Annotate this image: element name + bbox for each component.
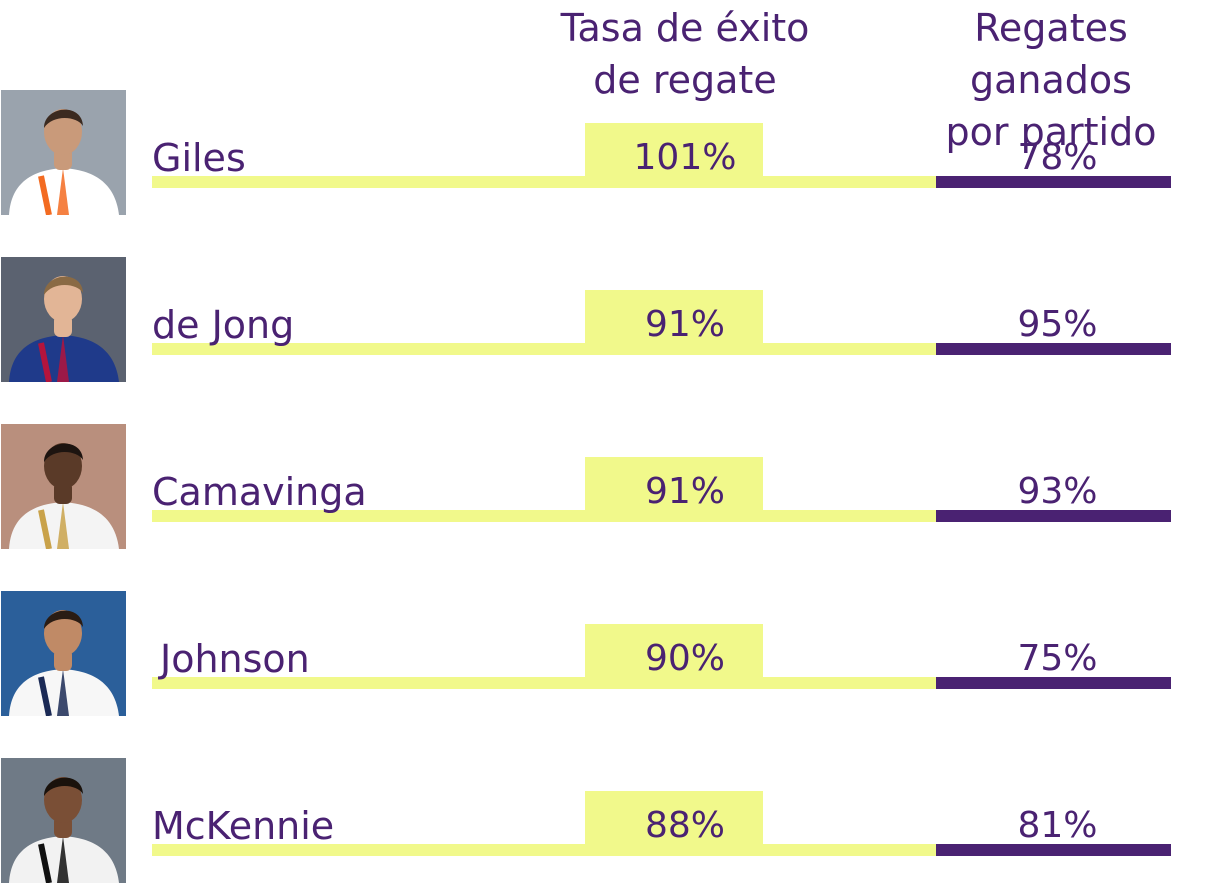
player-name: Giles xyxy=(152,136,246,180)
won-underline-purple xyxy=(936,510,1171,522)
player-name: de Jong xyxy=(152,303,295,347)
table-row: de Jong 91% 95% xyxy=(0,257,1207,383)
dribble-success-rate-value: 91% xyxy=(644,471,725,512)
dribble-success-rate-value: 90% xyxy=(644,638,725,679)
player-photo-mckennie xyxy=(1,758,126,883)
header-dribble-success-rate: Tasa de éxito de regate xyxy=(560,6,810,102)
dribbles-won-value: 81% xyxy=(1017,805,1098,846)
rate-highlight-box xyxy=(585,290,763,355)
row-divider-yellow xyxy=(152,176,936,188)
rate-highlight-box xyxy=(585,123,763,188)
dribbles-won-value: 78% xyxy=(1017,137,1098,178)
player-photo-de-jong xyxy=(1,257,126,382)
table-row: Johnson 90% 75% xyxy=(0,591,1207,717)
table-row: McKennie 88% 81% xyxy=(0,758,1207,884)
won-underline-purple xyxy=(936,343,1171,355)
player-photo-camavinga xyxy=(1,424,126,549)
rate-highlight-box xyxy=(585,457,763,522)
player-name: Camavinga xyxy=(152,470,367,514)
dribbles-won-value: 75% xyxy=(1017,638,1098,679)
dribble-success-rate-value: 101% xyxy=(633,137,737,178)
rate-highlight-box xyxy=(585,791,763,856)
dribble-success-rate-value: 88% xyxy=(644,805,725,846)
header-dribbles-won-per-match: Regates ganados por partido xyxy=(945,6,1157,154)
player-name: McKennie xyxy=(152,804,335,848)
won-underline-purple xyxy=(936,844,1171,856)
table-row: Camavinga 91% 93% xyxy=(0,424,1207,550)
table-row: Giles 101% 78% xyxy=(0,90,1207,216)
dribble-success-rate-value: 91% xyxy=(644,304,725,345)
player-photo-johnson xyxy=(1,591,126,716)
dribbles-won-value: 95% xyxy=(1017,304,1098,345)
player-photo-giles xyxy=(1,90,126,215)
dribbles-won-value: 93% xyxy=(1017,471,1098,512)
rate-highlight-box xyxy=(585,624,763,689)
won-underline-purple xyxy=(936,677,1171,689)
won-underline-purple xyxy=(936,176,1171,188)
player-name: Johnson xyxy=(160,637,310,681)
